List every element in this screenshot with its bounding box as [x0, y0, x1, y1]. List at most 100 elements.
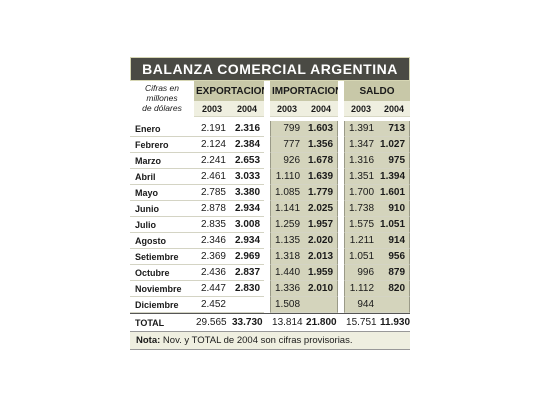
cell-exp-2004: 2.384 — [230, 137, 265, 153]
cell-imp-2004: 2.025 — [304, 201, 339, 217]
cell-exp-2003: 2.878 — [194, 201, 230, 217]
spacer — [338, 265, 345, 281]
cell-saldo-2003: 1.738 — [344, 201, 379, 217]
table-row: Julio 2.835 3.008 1.259 1.957 1.575 1.051 — [130, 217, 411, 233]
table-row: Octubre 2.436 2.837 1.440 1.959 996 879 — [130, 265, 411, 281]
cell-saldo-2004: 713 — [378, 121, 411, 137]
spacer — [338, 185, 345, 201]
cell-imp-2003: 1.259 — [270, 217, 305, 233]
cell-exp-2004: 2.934 — [230, 201, 265, 217]
cell-exp-2003: 2.452 — [194, 297, 230, 313]
footnote: Nota: Nov. y TOTAL de 2004 son cifras pr… — [130, 331, 410, 350]
cell-exp-2004: 2.969 — [230, 249, 265, 265]
spacer — [264, 185, 271, 201]
trade-balance-table: Cifras en millones de dólares EXPORTACIO… — [130, 81, 411, 331]
table-row: Agosto 2.346 2.934 1.135 2.020 1.211 914 — [130, 233, 411, 249]
table-row: Enero 2.191 2.316 799 1.603 1.391 713 — [130, 121, 411, 137]
cell-saldo-2003: 1.112 — [344, 281, 379, 297]
total-imp-2003: 13.814 — [270, 313, 305, 331]
total-exp-2004: 33.730 — [230, 313, 265, 331]
spacer — [264, 265, 271, 281]
spacer — [264, 81, 271, 101]
group-header-exportacion: EXPORTACION — [194, 81, 265, 101]
year-header-exp-2004: 2004 — [230, 101, 265, 117]
table-row: Diciembre 2.452 1.508 944 — [130, 297, 411, 313]
cell-exp-2003: 2.447 — [194, 281, 230, 297]
group-header-saldo: SALDO — [344, 81, 411, 101]
year-header-saldo-2004: 2004 — [378, 101, 411, 117]
table-title: BALANZA COMERCIAL ARGENTINA — [130, 57, 410, 81]
month-label: Enero — [130, 121, 194, 137]
spacer — [264, 101, 271, 117]
year-header-exp-2003: 2003 — [194, 101, 230, 117]
spacer — [338, 217, 345, 233]
cell-saldo-2004: 956 — [378, 249, 411, 265]
month-label: Setiembre — [130, 249, 194, 265]
cell-exp-2003: 2.124 — [194, 137, 230, 153]
cell-exp-2004: 2.830 — [230, 281, 265, 297]
cell-imp-2004: 1.639 — [304, 169, 339, 185]
spacer — [264, 201, 271, 217]
cell-exp-2003: 2.835 — [194, 217, 230, 233]
cell-saldo-2004 — [378, 297, 411, 313]
cell-saldo-2003: 1.575 — [344, 217, 379, 233]
cell-saldo-2004: 820 — [378, 281, 411, 297]
month-label: Diciembre — [130, 297, 194, 313]
units-line-3: de dólares — [142, 103, 182, 113]
cell-imp-2004: 1.603 — [304, 121, 339, 137]
spacer — [264, 217, 271, 233]
table-row: Setiembre 2.369 2.969 1.318 2.013 1.051 956 — [130, 249, 411, 265]
spacer — [338, 281, 345, 297]
units-line-1: Cifras en — [144, 83, 179, 93]
table-row: Febrero 2.124 2.384 777 1.356 1.347 1.027 — [130, 137, 411, 153]
table-row: Abril 2.461 3.033 1.110 1.639 1.351 1.394 — [130, 169, 411, 185]
cell-saldo-2004: 1.027 — [378, 137, 411, 153]
cell-saldo-2003: 1.351 — [344, 169, 379, 185]
year-header-saldo-2003: 2003 — [344, 101, 379, 117]
cell-imp-2004: 2.013 — [304, 249, 339, 265]
spacer — [338, 233, 345, 249]
cell-imp-2004: 1.959 — [304, 265, 339, 281]
spacer — [264, 233, 271, 249]
spacer — [338, 101, 345, 117]
units-line-2: millones — [146, 93, 178, 103]
spacer — [338, 153, 345, 169]
cell-imp-2003: 1.318 — [270, 249, 305, 265]
cell-saldo-2004: 1.051 — [378, 217, 411, 233]
cell-exp-2004: 3.033 — [230, 169, 265, 185]
cell-exp-2003: 2.785 — [194, 185, 230, 201]
spacer — [338, 313, 345, 331]
total-saldo-2004: 11.930 — [378, 313, 411, 331]
cell-imp-2004: 1.957 — [304, 217, 339, 233]
cell-imp-2003: 1.508 — [270, 297, 305, 313]
cell-exp-2004: 2.653 — [230, 153, 265, 169]
cell-imp-2003: 1.110 — [270, 169, 305, 185]
cell-saldo-2004: 975 — [378, 153, 411, 169]
cell-imp-2004: 1.779 — [304, 185, 339, 201]
total-imp-2004: 21.800 — [304, 313, 339, 331]
spacer — [264, 169, 271, 185]
total-label: TOTAL — [130, 313, 194, 331]
cell-saldo-2003: 944 — [344, 297, 379, 313]
cell-imp-2004 — [304, 297, 339, 313]
cell-imp-2004: 1.678 — [304, 153, 339, 169]
total-row: TOTAL 29.565 33.730 13.814 21.800 15.751… — [130, 313, 411, 331]
cell-imp-2003: 1.336 — [270, 281, 305, 297]
cell-saldo-2004: 910 — [378, 201, 411, 217]
cell-exp-2003: 2.346 — [194, 233, 230, 249]
cell-saldo-2003: 1.700 — [344, 185, 379, 201]
spacer — [338, 169, 345, 185]
cell-saldo-2003: 1.347 — [344, 137, 379, 153]
spacer — [264, 153, 271, 169]
cell-saldo-2003: 996 — [344, 265, 379, 281]
cell-imp-2004: 2.020 — [304, 233, 339, 249]
cell-saldo-2003: 1.316 — [344, 153, 379, 169]
cell-imp-2003: 1.085 — [270, 185, 305, 201]
cell-imp-2003: 777 — [270, 137, 305, 153]
month-label: Febrero — [130, 137, 194, 153]
month-label: Noviembre — [130, 281, 194, 297]
table-row: Junio 2.878 2.934 1.141 2.025 1.738 910 — [130, 201, 411, 217]
cell-saldo-2004: 1.601 — [378, 185, 411, 201]
cell-exp-2004: 2.934 — [230, 233, 265, 249]
spacer — [264, 121, 271, 137]
